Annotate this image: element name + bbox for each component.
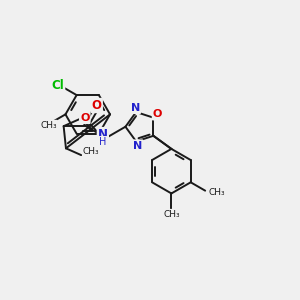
Text: O: O xyxy=(153,110,162,119)
Text: CH₃: CH₃ xyxy=(40,121,57,130)
Text: O: O xyxy=(92,99,102,112)
Text: CH₃: CH₃ xyxy=(208,188,225,197)
Text: N: N xyxy=(133,140,142,151)
Text: H: H xyxy=(99,137,106,147)
Text: N: N xyxy=(131,103,140,113)
Text: Cl: Cl xyxy=(51,79,64,92)
Text: CH₃: CH₃ xyxy=(163,210,180,219)
Text: O: O xyxy=(80,113,89,123)
Text: CH₃: CH₃ xyxy=(83,147,100,156)
Text: N: N xyxy=(98,128,108,141)
